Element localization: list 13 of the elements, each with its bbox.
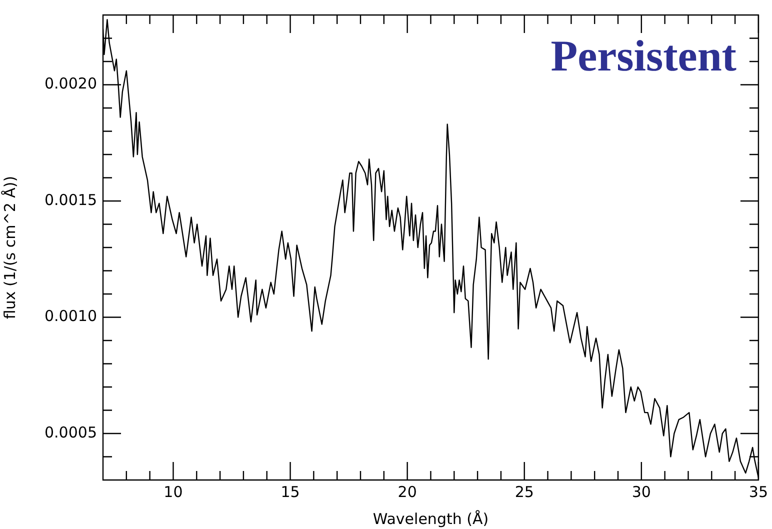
x-tick-label: 15 — [280, 482, 300, 501]
x-axis-title: Wavelength (Å) — [372, 510, 489, 528]
x-tick-label: 30 — [632, 482, 651, 501]
y-tick-label: 0.0010 — [44, 307, 97, 326]
x-tick-label: 20 — [398, 482, 417, 501]
y-axis-title: flux (1/(s cm^2 Å)) — [0, 176, 19, 320]
x-tick-label: 10 — [164, 482, 183, 501]
y-tick-label: 0.0005 — [44, 423, 97, 442]
x-tick-label: 25 — [514, 482, 534, 501]
x-tick-label: 35 — [748, 482, 768, 501]
chart-title: Persistent — [550, 31, 737, 80]
y-tick-label: 0.0015 — [44, 190, 97, 209]
y-tick-label: 0.0020 — [44, 74, 97, 93]
